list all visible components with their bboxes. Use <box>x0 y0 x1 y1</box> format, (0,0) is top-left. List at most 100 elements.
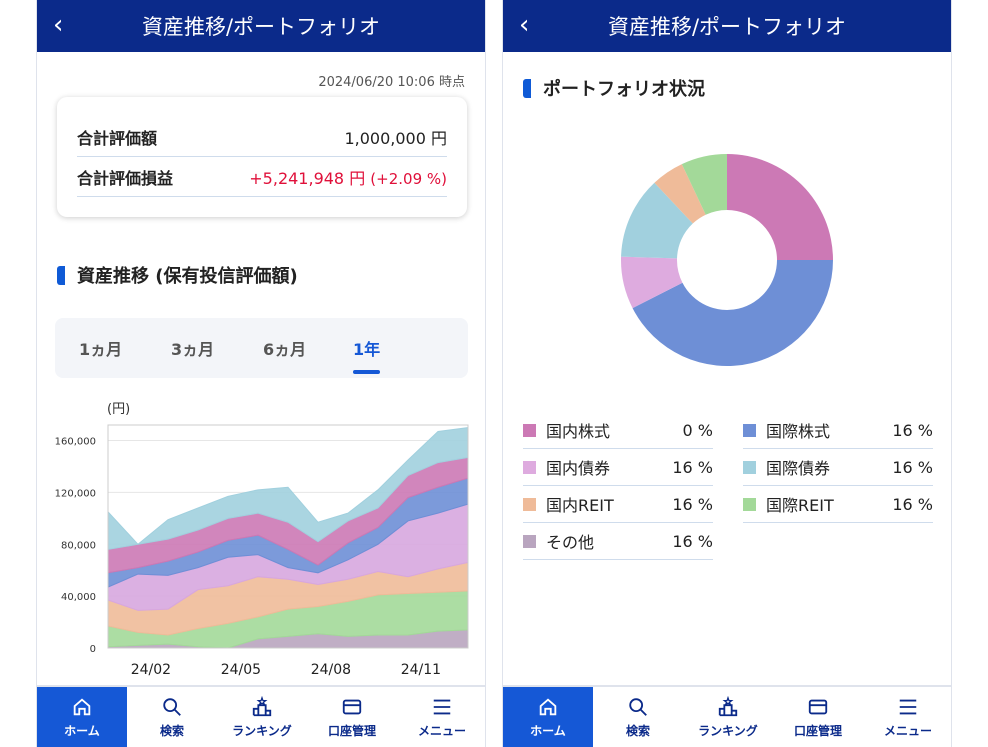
legend-name: 国際債券 <box>766 459 831 478</box>
nav-label: ランキング <box>698 723 758 738</box>
x-tick-label: 24/02 <box>131 662 171 678</box>
timestamp: 2024/06/20 10:06 時点 <box>318 75 465 90</box>
section-heading: 資産推移 (保有投信評価額) <box>57 262 298 288</box>
donut-slice-3 <box>621 182 693 259</box>
section-title: ポートフォリオ状況 <box>543 79 705 100</box>
header: ‹ 資産推移/ポートフォリオ <box>37 0 485 52</box>
plot-frame <box>107 424 469 649</box>
legend-item: 国際REIT 16 % <box>743 486 933 523</box>
bottom-nav: ホーム 検索 ランキング 口座管理 メニュー <box>503 685 951 747</box>
back-icon[interactable]: ‹ <box>519 10 530 40</box>
unit-label: (円) <box>107 402 130 417</box>
y-tick-label: 160,000 <box>55 437 96 448</box>
legend-name: 国内REIT <box>546 496 614 515</box>
menu-icon <box>433 699 451 714</box>
portfolio-screen: ‹ 資産推移/ポートフォリオ ポートフォリオ状況 国内株式 0 % 国際株式 16 %… <box>502 0 952 747</box>
donut-slice-1 <box>632 260 833 366</box>
legend-item: 国内株式 0 % <box>523 412 713 449</box>
nav-label: 口座管理 <box>793 723 842 738</box>
legend-pct: 16 % <box>672 531 713 551</box>
tab-1year[interactable]: 1年 <box>353 336 381 374</box>
legend-swatch <box>523 460 536 474</box>
menu-icon <box>899 699 917 714</box>
x-tick-label: 24/11 <box>401 662 441 678</box>
legend-pct: 16 % <box>892 494 933 514</box>
card-icon <box>808 699 828 714</box>
summary-card: 合計評価額 1,000,000 円 合計評価損益 +5,241,948 円 (+2.… <box>57 97 467 217</box>
legend-swatch <box>743 497 756 511</box>
search-icon <box>629 697 647 716</box>
tab-3month[interactable]: 3ヵ月 <box>171 340 215 359</box>
accent-bar <box>523 78 531 98</box>
bottom-nav: ホーム 検索 ランキング 口座管理 メニュー <box>37 685 485 747</box>
nav-item-home[interactable]: ホーム <box>503 687 593 747</box>
donut-slice-0 <box>727 154 833 260</box>
total-row: 合計評価額 1,000,000 円 <box>77 117 447 157</box>
nav-item-home[interactable]: ホーム <box>37 687 127 747</box>
home-icon <box>73 697 91 715</box>
nav-label: 口座管理 <box>327 723 376 738</box>
legend-pct: 16 % <box>672 457 713 477</box>
y-tick-label: 0 <box>90 644 96 655</box>
legend-item: 国内REIT 16 % <box>523 486 713 523</box>
pl-label: 合計評価損益 <box>77 168 174 188</box>
legend-name: その他 <box>546 533 595 552</box>
y-tick-label: 40,000 <box>61 592 96 603</box>
nav-label: メニュー <box>883 723 932 738</box>
nav-item-card[interactable]: 口座管理 <box>307 687 397 747</box>
header: ‹ 資産推移/ポートフォリオ <box>503 0 951 52</box>
nav-item-menu[interactable]: メニュー <box>397 687 485 747</box>
donut-slice-2 <box>621 256 683 309</box>
legend-item: 国際株式 16 % <box>743 412 933 449</box>
legend-pct: 16 % <box>892 457 933 477</box>
legend-name: 国際株式 <box>766 422 831 441</box>
legend-item: 国際債券 16 % <box>743 449 933 486</box>
nav-item-search[interactable]: 検索 <box>127 687 217 747</box>
tab-1month[interactable]: 1ヵ月 <box>79 340 123 359</box>
page-title: 資産推移/ポートフォリオ <box>141 15 381 39</box>
nav-label: メニュー <box>417 723 466 738</box>
legend-swatch <box>523 534 536 548</box>
portfolio-donut-chart <box>621 154 833 366</box>
legend-swatch <box>523 423 536 437</box>
nav-item-ranking[interactable]: ランキング <box>683 687 773 747</box>
nav-label: ホーム <box>530 723 566 738</box>
legend-name: 国内債券 <box>546 459 611 478</box>
legend-swatch <box>523 497 536 511</box>
accent-bar <box>57 265 65 285</box>
donut-slice-4 <box>654 164 706 224</box>
card-icon <box>342 699 362 714</box>
asset-screen: ‹ 資産推移/ポートフォリオ 2024/06/20 10:06 時点 合計評価額… <box>36 0 486 747</box>
legend-pct: 16 % <box>672 494 713 514</box>
pl-row: 合計評価損益 +5,241,948 円 (+2.09 %) <box>77 157 447 197</box>
home-icon <box>539 697 557 715</box>
x-tick-label: 24/08 <box>311 662 351 678</box>
asset-area-chart: (円) 0 40,000 80,000 120,000 160,000 24/02 24/05… <box>55 402 469 678</box>
section-title: 資産推移 (保有投信評価額) <box>77 266 298 287</box>
pl-value: +5,241,948 円 <box>249 168 366 188</box>
legend-pct: 0 % <box>682 420 713 440</box>
nav-item-ranking[interactable]: ランキング <box>217 687 307 747</box>
legend-item: その他 16 % <box>523 523 713 560</box>
y-tick-label: 80,000 <box>61 540 96 551</box>
nav-label: ランキング <box>232 723 292 738</box>
ranking-icon <box>252 695 272 716</box>
legend-item: 国内債券 16 % <box>523 449 713 486</box>
section-heading: ポートフォリオ状況 <box>523 75 705 101</box>
x-tick-label: 24/05 <box>221 662 261 678</box>
nav-item-search[interactable]: 検索 <box>593 687 683 747</box>
nav-label: 検索 <box>625 723 650 738</box>
total-label: 合計評価額 <box>77 128 158 148</box>
legend-swatch <box>743 460 756 474</box>
legend-pct: 16 % <box>892 420 933 440</box>
legend-name: 国際REIT <box>766 496 834 515</box>
legend-name: 国内株式 <box>546 422 611 441</box>
ranking-icon <box>718 695 738 716</box>
back-icon[interactable]: ‹ <box>53 10 64 40</box>
period-tabs: 1ヵ月 3ヵ月 6ヵ月 1年 <box>55 318 468 378</box>
y-tick-label: 120,000 <box>55 488 96 499</box>
nav-item-menu[interactable]: メニュー <box>863 687 951 747</box>
donut-slice-5 <box>681 154 727 215</box>
tab-6month[interactable]: 6ヵ月 <box>263 340 307 359</box>
nav-item-card[interactable]: 口座管理 <box>773 687 863 747</box>
